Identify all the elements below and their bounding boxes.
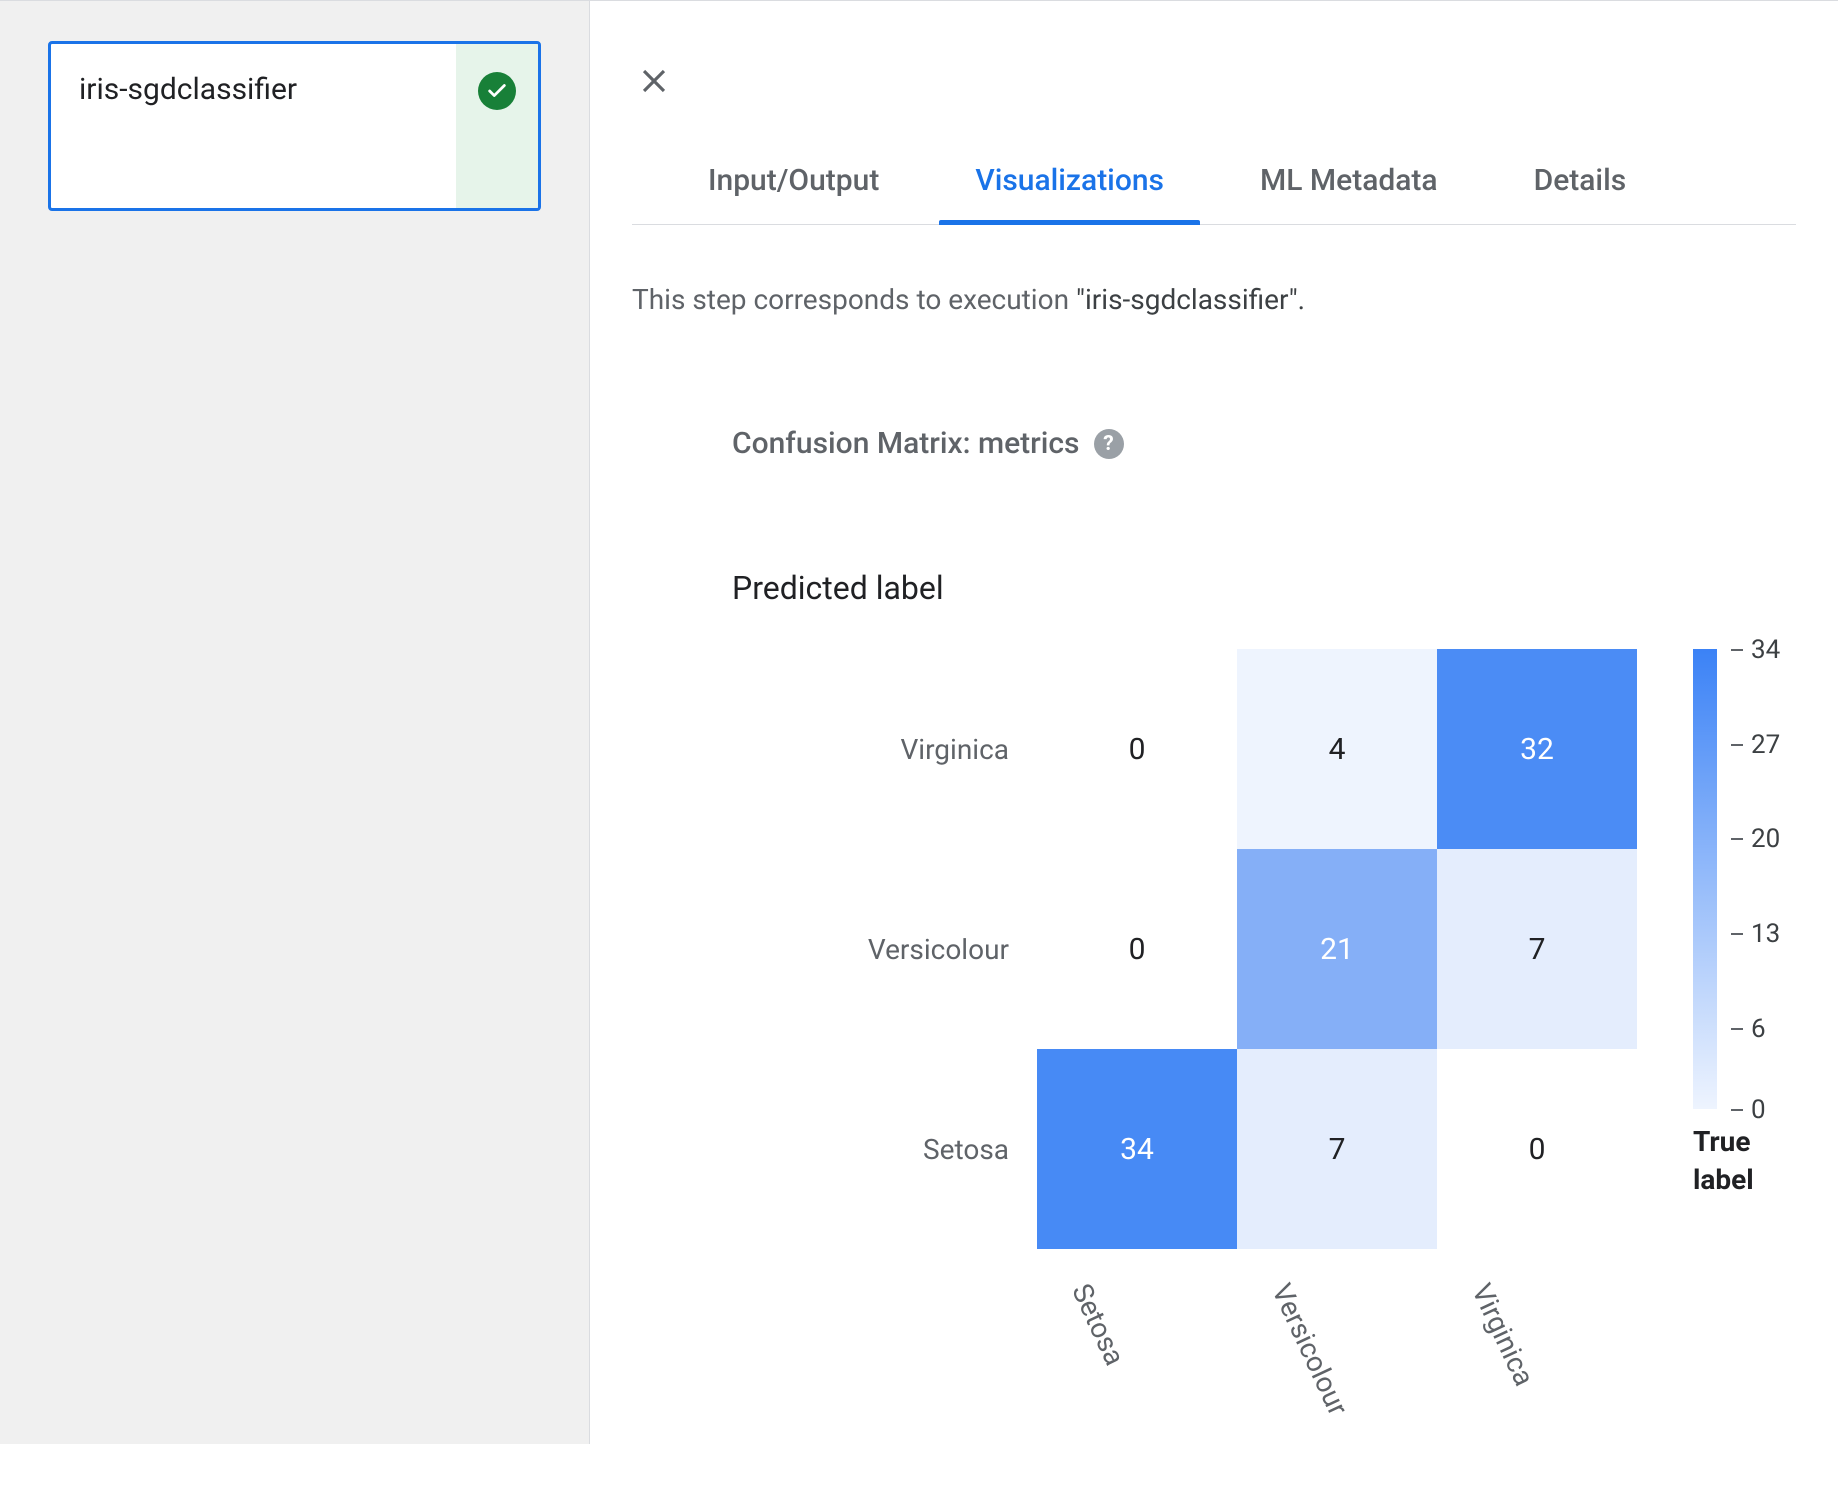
confusion-matrix-area: Virginica0432Versicolour0217Setosa3470 S…: [732, 649, 1796, 1427]
legend-color-bar: [1693, 649, 1717, 1109]
matrix-row: Versicolour0217: [732, 849, 1637, 1049]
legend-tick: 20: [1731, 824, 1780, 854]
legend-tick-label: 27: [1751, 730, 1780, 760]
help-icon[interactable]: ?: [1094, 429, 1124, 459]
pipeline-graph-panel: iris-sgdclassifier: [0, 1, 590, 1444]
matrix-cell: 0: [1437, 1049, 1637, 1249]
confusion-matrix-grid: Virginica0432Versicolour0217Setosa3470 S…: [732, 649, 1637, 1427]
legend-tick: 34: [1731, 635, 1780, 665]
legend-tick: 0: [1731, 1095, 1766, 1125]
close-button[interactable]: [632, 59, 676, 103]
legend-tick: 27: [1731, 730, 1780, 760]
matrix-cell: 0: [1037, 849, 1237, 1049]
step-execution-name: "iris-sgdclassifier".: [1076, 283, 1305, 316]
matrix-cell: 32: [1437, 649, 1637, 849]
success-check-icon: [478, 72, 516, 110]
pipeline-node-label: iris-sgdclassifier: [79, 72, 297, 107]
legend-tick: 6: [1731, 1014, 1766, 1044]
matrix-row-label: Virginica: [732, 733, 1037, 766]
section-header: Confusion Matrix: metrics ?: [732, 426, 1796, 461]
predicted-axis-label: Predicted label: [732, 569, 1796, 607]
legend-tick-label: 13: [1751, 919, 1780, 949]
legend-wrap: 3427201360 True label: [1693, 649, 1791, 1199]
legend-tick: 13: [1731, 919, 1780, 949]
matrix-col-label: Virginica: [1333, 1242, 1563, 1491]
matrix-cell: 0: [1037, 649, 1237, 849]
pipeline-node-status: [456, 44, 538, 208]
matrix-cell: 21: [1237, 849, 1437, 1049]
true-axis-label: True label: [1693, 1123, 1791, 1199]
step-description: This step corresponds to execution "iris…: [632, 283, 1796, 316]
details-panel: Input/Output Visualizations ML Metadata …: [590, 1, 1838, 1444]
legend-tick-label: 0: [1751, 1095, 1766, 1125]
legend-tick-label: 20: [1751, 824, 1780, 854]
matrix-row: Setosa3470: [732, 1049, 1637, 1249]
step-description-prefix: This step corresponds to execution: [632, 283, 1076, 316]
matrix-cell: 4: [1237, 649, 1437, 849]
matrix-row-label: Setosa: [732, 1133, 1037, 1166]
tab-bar: Input/Output Visualizations ML Metadata …: [632, 141, 1796, 225]
true-axis-label-line2: label: [1693, 1163, 1754, 1196]
matrix-col-label: Setosa: [933, 1242, 1163, 1491]
legend-ticks: 3427201360: [1731, 649, 1791, 1109]
close-icon: [635, 62, 673, 100]
matrix-cell: 7: [1237, 1049, 1437, 1249]
matrix-col-label: Versicolour: [1133, 1242, 1363, 1491]
matrix-row: Virginica0432: [732, 649, 1637, 849]
true-axis-label-line1: True: [1693, 1125, 1750, 1158]
matrix-cell: 7: [1437, 849, 1637, 1049]
tab-details[interactable]: Details: [1486, 141, 1675, 224]
tab-ml-metadata[interactable]: ML Metadata: [1212, 141, 1486, 224]
tab-input-output[interactable]: Input/Output: [660, 141, 927, 224]
confusion-matrix-title: Confusion Matrix: metrics: [732, 426, 1080, 461]
matrix-row-label: Versicolour: [732, 933, 1037, 966]
matrix-cell: 34: [1037, 1049, 1237, 1249]
legend-tick-label: 6: [1751, 1014, 1766, 1044]
tab-visualizations[interactable]: Visualizations: [927, 141, 1212, 224]
legend-tick-label: 34: [1751, 635, 1780, 665]
pipeline-node-card[interactable]: iris-sgdclassifier: [48, 41, 541, 211]
